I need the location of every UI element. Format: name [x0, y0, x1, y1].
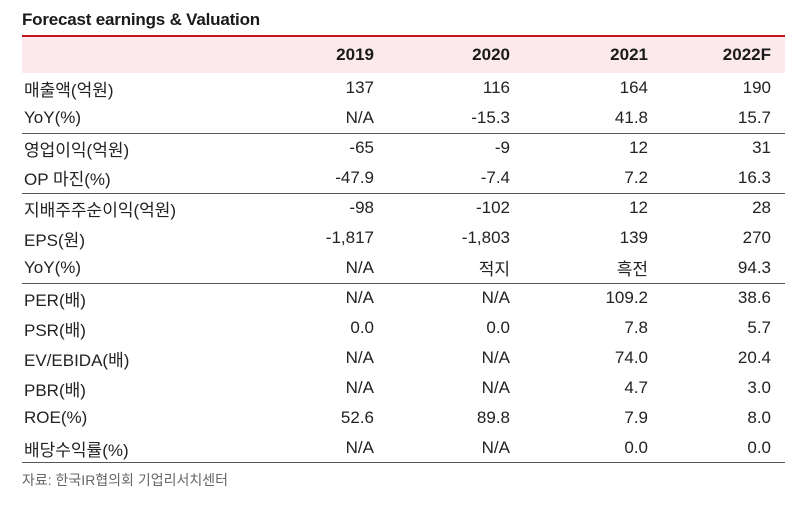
cell-value: 12: [524, 192, 662, 223]
table-row: 지배주주순이익(억원) -98 -102 12 28: [22, 192, 785, 223]
cell-value: -102: [388, 192, 524, 223]
table-row: PSR(배) 0.0 0.0 7.8 5.7: [22, 313, 785, 343]
header-year-2022f: 2022F: [722, 45, 771, 64]
table-row: 영업이익(억원) -65 -9 12 31: [22, 132, 785, 163]
cell-value: N/A: [345, 257, 374, 277]
cell-value: N/A: [244, 282, 388, 313]
row-label: EV/EBIDA(배): [24, 350, 130, 370]
row-label: EPS(원): [24, 230, 85, 250]
table-row: PBR(배) N/A N/A 4.7 3.0: [22, 373, 785, 403]
table-row: YoY(%) N/A -15.3 41.8 15.7: [22, 103, 785, 133]
cell-value: 적지: [478, 260, 510, 280]
row-label: 지배주주순이익(억원): [22, 192, 244, 223]
row-label: YoY(%): [24, 107, 82, 127]
row-label: 매출액(억원): [24, 80, 114, 100]
cell-value: N/A: [481, 378, 510, 397]
cell-value: -15.3: [471, 107, 510, 127]
table-row: PER(배) N/A N/A 109.2 38.6: [22, 282, 785, 313]
source-note: 자료: 한국IR협의회 기업리서치센터: [22, 472, 228, 488]
row-label: 배당수익률(%): [24, 440, 129, 460]
cell-value: 0.0: [350, 318, 374, 337]
table-row: YoY(%) N/A 적지 흑전 94.3: [22, 253, 785, 283]
cell-value: -7.4: [480, 167, 510, 187]
cell-value: 7.9: [624, 408, 648, 427]
cell-value: -47.9: [335, 167, 374, 187]
cell-value: -1,803: [461, 228, 510, 247]
cell-value: -9: [388, 132, 524, 163]
cell-value: 20.4: [737, 348, 771, 367]
cell-value: 137: [345, 78, 374, 97]
table-row: OP 마진(%) -47.9 -7.4 7.2 16.3: [22, 163, 785, 193]
table-bottom-rule: [22, 462, 785, 463]
cell-value: -98: [244, 192, 388, 223]
cell-value: 흑전: [616, 260, 648, 280]
cell-value: 38.6: [662, 282, 785, 313]
cell-value: 89.8: [476, 408, 510, 427]
cell-value: 52.6: [340, 408, 374, 427]
table-row: EV/EBIDA(배) N/A N/A 74.0 20.4: [22, 343, 785, 373]
header-year-2021: 2021: [610, 45, 648, 64]
cell-value: 5.7: [747, 318, 771, 337]
cell-value: 190: [742, 78, 771, 97]
cell-value: -65: [244, 132, 388, 163]
cell-value: 94.3: [737, 257, 771, 277]
cell-value: 116: [482, 78, 510, 97]
row-label: PER(배): [22, 282, 244, 313]
table-title: Forecast earnings & Valuation: [22, 10, 260, 29]
row-label: YoY(%): [24, 257, 82, 277]
cell-value: 0.0: [747, 438, 771, 457]
row-label: PSR(배): [24, 320, 86, 340]
cell-value: 109.2: [524, 282, 662, 313]
cell-value: N/A: [388, 282, 524, 313]
cell-value: 0.0: [624, 438, 648, 457]
row-label: 영업이익(억원): [22, 132, 244, 163]
row-label: PBR(배): [24, 380, 86, 400]
header-year-2020: 2020: [472, 45, 510, 64]
cell-value: 41.8: [614, 107, 648, 127]
cell-value: 7.2: [624, 167, 648, 187]
cell-value: 12: [524, 132, 662, 163]
row-label: OP 마진(%): [24, 170, 111, 190]
row-label: ROE(%): [24, 408, 88, 427]
table-row: 배당수익률(%) N/A N/A 0.0 0.0: [22, 433, 785, 463]
table-row: ROE(%) 52.6 89.8 7.9 8.0: [22, 403, 785, 433]
cell-value: 15.7: [737, 107, 771, 127]
cell-value: 164: [619, 78, 648, 97]
table-row: EPS(원) -1,817 -1,803 139 270: [22, 223, 785, 253]
cell-value: 31: [662, 132, 785, 163]
cell-value: N/A: [345, 107, 374, 127]
cell-value: 74.0: [614, 348, 648, 367]
header-label-cell: [22, 37, 244, 73]
table-header-row: 2019 2020 2021 2022F: [22, 37, 785, 73]
cell-value: 3.0: [747, 378, 771, 397]
cell-value: 0.0: [486, 318, 510, 337]
cell-value: N/A: [345, 348, 374, 367]
header-accent-line: [22, 35, 785, 37]
cell-value: 270: [742, 228, 771, 247]
cell-value: 4.7: [624, 378, 648, 397]
cell-value: N/A: [345, 438, 374, 457]
cell-value: 139: [619, 228, 648, 247]
cell-value: -1,817: [325, 228, 374, 247]
forecast-table: 2019 2020 2021 2022F 매출액(억원) 137 116 164…: [22, 37, 785, 463]
cell-value: N/A: [481, 438, 510, 457]
table-row: 매출액(억원) 137 116 164 190: [22, 73, 785, 103]
header-year-2019: 2019: [336, 45, 374, 64]
cell-value: 16.3: [737, 167, 771, 187]
cell-value: 8.0: [747, 408, 771, 427]
cell-value: N/A: [481, 348, 510, 367]
cell-value: 7.8: [624, 318, 648, 337]
cell-value: 28: [662, 192, 785, 223]
cell-value: N/A: [345, 378, 374, 397]
